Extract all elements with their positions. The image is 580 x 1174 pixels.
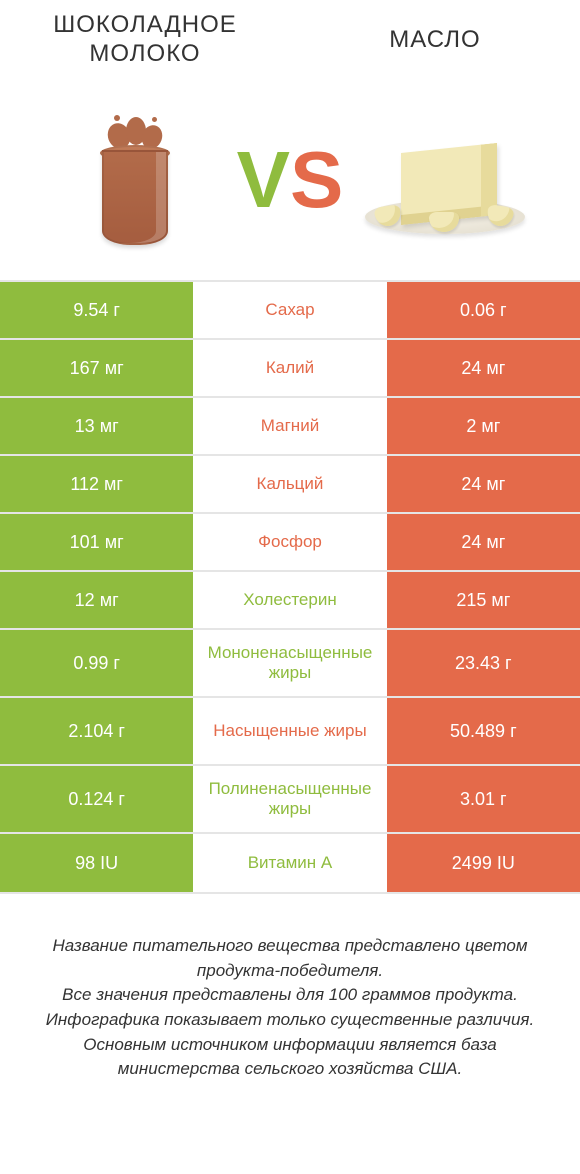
nutrient-name: Насыщенные жиры (193, 698, 386, 764)
hero-row: VS (0, 80, 580, 280)
table-row: 101 мгФосфор24 мг (0, 514, 580, 572)
table-row: 2.104 гНасыщенные жиры50.489 г (0, 698, 580, 766)
value-left: 112 мг (0, 456, 193, 512)
footnote-line: Название питательного вещества представл… (30, 934, 550, 983)
value-left: 0.99 г (0, 630, 193, 696)
nutrient-name: Кальций (193, 456, 386, 512)
value-right: 24 мг (387, 340, 580, 396)
butter-icon (365, 120, 525, 240)
value-left: 101 мг (0, 514, 193, 570)
image-chocolate-milk (50, 95, 220, 265)
nutrient-name: Мононенасыщенные жиры (193, 630, 386, 696)
value-left: 13 мг (0, 398, 193, 454)
vs-v: V (237, 135, 290, 224)
comparison-table: 9.54 гСахар0.06 г167 мгКалий24 мг13 мгМа… (0, 280, 580, 894)
value-left: 2.104 г (0, 698, 193, 764)
value-left: 98 IU (0, 834, 193, 892)
footnote-line: Инфографика показывает только существенн… (30, 1008, 550, 1033)
value-left: 12 мг (0, 572, 193, 628)
vs-s: S (290, 135, 343, 224)
table-row: 13 мгМагний2 мг (0, 398, 580, 456)
infographic: Шоколадное молоко Масло VS 9.54 гСахар0.… (0, 0, 580, 1174)
nutrient-name: Фосфор (193, 514, 386, 570)
glass-icon (90, 115, 180, 245)
value-left: 0.124 г (0, 766, 193, 832)
value-right: 50.489 г (387, 698, 580, 764)
value-right: 24 мг (387, 514, 580, 570)
nutrient-name: Холестерин (193, 572, 386, 628)
value-right: 215 мг (387, 572, 580, 628)
table-row: 0.99 гМононенасыщенные жиры23.43 г (0, 630, 580, 698)
nutrient-name: Витамин A (193, 834, 386, 892)
value-right: 2 мг (387, 398, 580, 454)
nutrient-name: Магний (193, 398, 386, 454)
table-row: 9.54 гСахар0.06 г (0, 282, 580, 340)
table-row: 167 мгКалий24 мг (0, 340, 580, 398)
nutrient-name: Полиненасыщенные жиры (193, 766, 386, 832)
footnote-line: Основным источником информации является … (30, 1033, 550, 1082)
title-left: Шоколадное молоко (0, 11, 290, 69)
value-right: 3.01 г (387, 766, 580, 832)
vs-label: VS (230, 140, 350, 220)
value-right: 2499 IU (387, 834, 580, 892)
footnotes: Название питательного вещества представл… (0, 894, 580, 1174)
nutrient-name: Сахар (193, 282, 386, 338)
title-right: Масло (290, 26, 580, 55)
table-row: 0.124 гПолиненасыщенные жиры3.01 г (0, 766, 580, 834)
value-right: 24 мг (387, 456, 580, 512)
titles-row: Шоколадное молоко Масло (0, 0, 580, 80)
table-row: 112 мгКальций24 мг (0, 456, 580, 514)
nutrient-name: Калий (193, 340, 386, 396)
table-row: 98 IUВитамин A2499 IU (0, 834, 580, 892)
table-row: 12 мгХолестерин215 мг (0, 572, 580, 630)
value-left: 167 мг (0, 340, 193, 396)
value-right: 23.43 г (387, 630, 580, 696)
value-right: 0.06 г (387, 282, 580, 338)
value-left: 9.54 г (0, 282, 193, 338)
image-butter (360, 95, 530, 265)
footnote-line: Все значения представлены для 100 граммо… (30, 983, 550, 1008)
